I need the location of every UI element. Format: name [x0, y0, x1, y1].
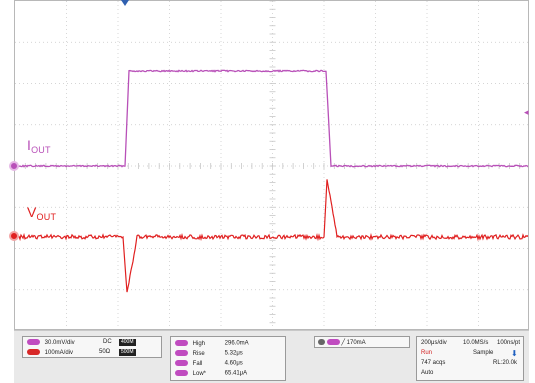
- meas-name: High: [192, 340, 206, 347]
- acquisition-mode: Sample: [473, 350, 494, 356]
- horizontal-scale: 200μs/div: [421, 340, 447, 346]
- ch2-bandwidth: 500M: [119, 349, 136, 356]
- acquisition-count: 747 acqs: [421, 360, 446, 366]
- meas-channel-icon: [175, 340, 188, 346]
- trigger-level: 170mA: [346, 340, 366, 346]
- iout-channel-marker-icon[interactable]: [9, 161, 19, 171]
- trace-layer: [15, 69, 528, 293]
- trigger-level-marker-icon[interactable]: ◂: [524, 107, 529, 117]
- meas-channel-icon: [175, 370, 188, 376]
- meas-name: Rise: [192, 350, 205, 357]
- meas-value: 65.41μA: [224, 370, 248, 377]
- ch2-scale: 100mA/div: [44, 349, 74, 356]
- sample-rate: 10.0MS/s: [463, 340, 489, 346]
- meas-name: Low*: [192, 370, 207, 377]
- vout-channel-marker-icon[interactable]: [9, 231, 19, 241]
- arrow-down-icon: ⬇: [511, 349, 518, 358]
- meas-channel-icon: [175, 350, 188, 356]
- iout-trace: [15, 69, 528, 168]
- ch1-scale: 30.0mV/div: [44, 339, 75, 346]
- ch1-bandwidth: 400M: [119, 339, 136, 346]
- vout-label: VOUT: [27, 204, 57, 222]
- run-state: Run: [421, 350, 433, 356]
- iout-label: IOUT: [27, 137, 51, 155]
- trigger-channel-icon: [326, 339, 340, 346]
- meas-name: Fall: [192, 360, 203, 367]
- measurements-box[interactable]: High 296.0mA Rise 5.32μs Fall 4.60μs Low* 65…: [170, 336, 286, 381]
- ch1-badge-icon: [27, 339, 40, 345]
- sample-interval: 100ns/pt: [497, 340, 521, 346]
- graticule: [15, 1, 528, 329]
- ch2-badge-icon: [27, 349, 40, 355]
- trigger-position-marker-icon[interactable]: [121, 0, 129, 6]
- status-bar: 30.0mV/div DC 400M 100mA/div 50Ω 500M Hi…: [14, 330, 529, 383]
- ch1-coupling-icon: DC: [103, 339, 112, 345]
- record-length: RL:20.0k: [493, 360, 518, 366]
- waveform-display: [14, 0, 529, 330]
- trigger-mode: Auto: [421, 370, 434, 376]
- meas-channel-icon: [175, 360, 188, 366]
- trigger-icon: [318, 339, 325, 346]
- meas-value: 296.0mA: [224, 340, 249, 347]
- channel-settings-box[interactable]: 30.0mV/div DC 400M 100mA/div 50Ω 500M: [22, 336, 162, 358]
- acquisition-box[interactable]: 200μs/div 10.0MS/s 100ns/pt Run Sample ⬇ 747…: [416, 336, 524, 381]
- meas-value: 4.60μs: [224, 360, 243, 367]
- trigger-box[interactable]: ╱ 170mA: [314, 336, 410, 348]
- vout-trace: [15, 179, 528, 293]
- ch2-impedance: 50Ω: [99, 349, 111, 355]
- rising-edge-icon: ╱: [341, 340, 345, 346]
- meas-value: 5.32μs: [224, 350, 243, 357]
